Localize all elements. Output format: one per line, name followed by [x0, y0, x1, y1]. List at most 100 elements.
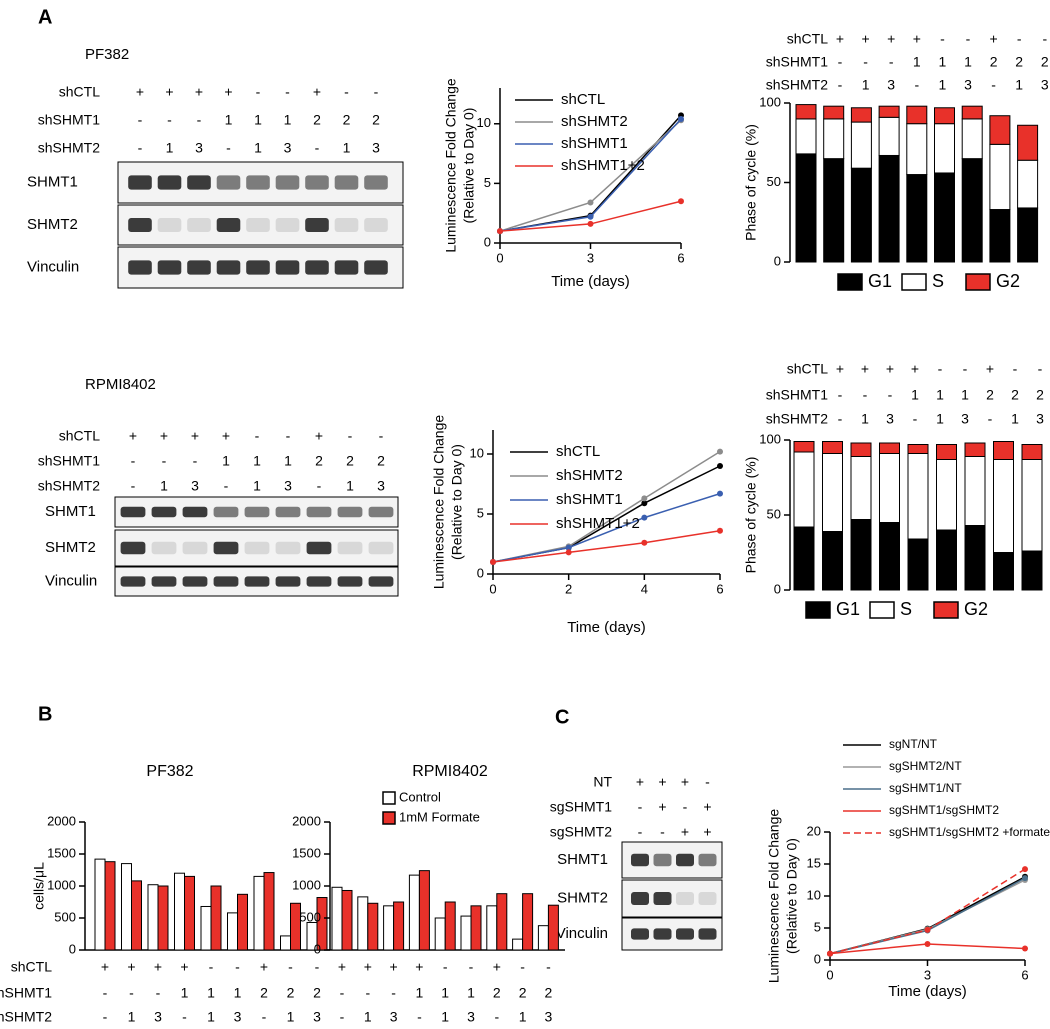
- y-tick-label: 0: [774, 581, 781, 596]
- blot-band: [213, 541, 239, 555]
- condition-mark: -: [129, 985, 134, 1001]
- condition-mark: 1: [939, 54, 947, 70]
- blot-band: [631, 892, 649, 905]
- point: [1022, 945, 1028, 952]
- condition-mark: 1: [936, 411, 944, 427]
- x-tick-label: 0: [826, 967, 833, 982]
- bar: [357, 896, 369, 951]
- condition-mark: 3: [372, 140, 380, 156]
- condition-mark: 2: [990, 54, 998, 70]
- x-tick-label: 6: [716, 581, 723, 596]
- condition-mark: +: [886, 361, 894, 377]
- legend-label: G1: [868, 271, 892, 291]
- y-tick-label: 1000: [47, 877, 76, 892]
- band-label: SHMT2: [27, 216, 78, 233]
- condition-mark: 1: [416, 985, 424, 1001]
- point: [497, 228, 503, 235]
- x-tick-label: 4: [641, 581, 648, 596]
- condition-mark: 1: [1015, 77, 1023, 93]
- condition-label: shCTL: [59, 428, 100, 444]
- bar-segment: [795, 153, 817, 263]
- condition-mark: -: [103, 985, 108, 1001]
- condition-mark: +: [913, 31, 921, 47]
- panel-label: C: [555, 706, 569, 728]
- condition-mark: +: [415, 959, 423, 975]
- blot-band: [337, 541, 363, 555]
- bar-segment: [793, 441, 815, 453]
- y-tick-label: 10: [470, 445, 484, 460]
- condition-mark: -: [991, 77, 996, 93]
- bar-segment: [993, 552, 1014, 591]
- condition-mark: +: [338, 959, 346, 975]
- x-tick-label: 3: [924, 967, 931, 982]
- bar: [280, 935, 291, 951]
- condition-mark: +: [315, 428, 323, 444]
- condition-mark: -: [315, 959, 320, 975]
- condition-mark: -: [988, 411, 993, 427]
- legend-label: shCTL: [556, 443, 600, 460]
- y-axis-label: Luminescence Fold Change: [766, 809, 782, 984]
- condition-mark: 2: [313, 112, 321, 128]
- series-line: [492, 492, 721, 563]
- y-tick-label: 0: [477, 565, 484, 580]
- condition-mark: -: [256, 84, 261, 100]
- blot-band: [244, 541, 270, 555]
- y-axis-label: Luminescence Fold Change: [431, 415, 447, 590]
- y-axis-label: cells/μL: [31, 862, 47, 910]
- blot-band: [337, 506, 363, 518]
- condition-mark: -: [520, 959, 525, 975]
- blot-frame: [114, 529, 399, 567]
- condition-mark: -: [344, 84, 349, 100]
- condition-mark: 1: [160, 478, 168, 494]
- blot-band: [334, 260, 359, 275]
- bar-segment: [850, 442, 872, 457]
- blot-band: [128, 175, 152, 190]
- bar-segment: [964, 525, 986, 591]
- y-axis-label: (Relative to Day 0): [449, 444, 465, 560]
- band-label: SHMT2: [557, 889, 608, 906]
- bar-segment: [1017, 124, 1039, 161]
- condition-mark: +: [390, 959, 398, 975]
- band-label: SHMT1: [27, 173, 78, 190]
- bar-segment: [989, 209, 1011, 263]
- legend-label: S: [900, 599, 912, 619]
- bar-segment: [878, 154, 900, 263]
- blot-band: [275, 175, 300, 190]
- condition-mark: 1: [961, 387, 969, 403]
- bar: [157, 885, 169, 951]
- condition-mark: -: [838, 77, 843, 93]
- bar-segment: [879, 442, 900, 454]
- condition-mark: -: [863, 387, 868, 403]
- condition-label: shCTL: [787, 31, 828, 47]
- bar: [408, 874, 420, 951]
- condition-mark: 1: [287, 1009, 295, 1025]
- bar-segment: [989, 115, 1011, 145]
- bar: [444, 901, 456, 951]
- blot-band: [216, 175, 241, 190]
- condition-mark: +: [836, 31, 844, 47]
- condition-mark: -: [288, 959, 293, 975]
- blot-band: [275, 260, 300, 275]
- blot-band: [337, 576, 363, 587]
- condition-mark: -: [863, 54, 868, 70]
- y-tick-label: 2000: [292, 813, 321, 828]
- condition-mark: -: [317, 478, 322, 494]
- point: [587, 199, 594, 206]
- condition-mark: -: [348, 428, 353, 444]
- x-tick-label: 3: [587, 250, 594, 265]
- condition-mark: -: [838, 387, 843, 403]
- bar: [418, 870, 430, 951]
- bar-segment: [879, 522, 900, 591]
- legend-label: Control: [399, 789, 441, 804]
- blot-band: [631, 853, 649, 867]
- bar: [184, 875, 195, 951]
- blot-band: [120, 576, 146, 587]
- y-tick-label: 0: [314, 941, 321, 956]
- bar-segment: [850, 121, 872, 169]
- condition-mark: +: [861, 361, 869, 377]
- condition-mark: 2: [343, 112, 351, 128]
- condition-label: sgSHMT1: [550, 799, 612, 815]
- bar-segment: [822, 531, 843, 591]
- condition-mark: 1: [207, 985, 215, 1001]
